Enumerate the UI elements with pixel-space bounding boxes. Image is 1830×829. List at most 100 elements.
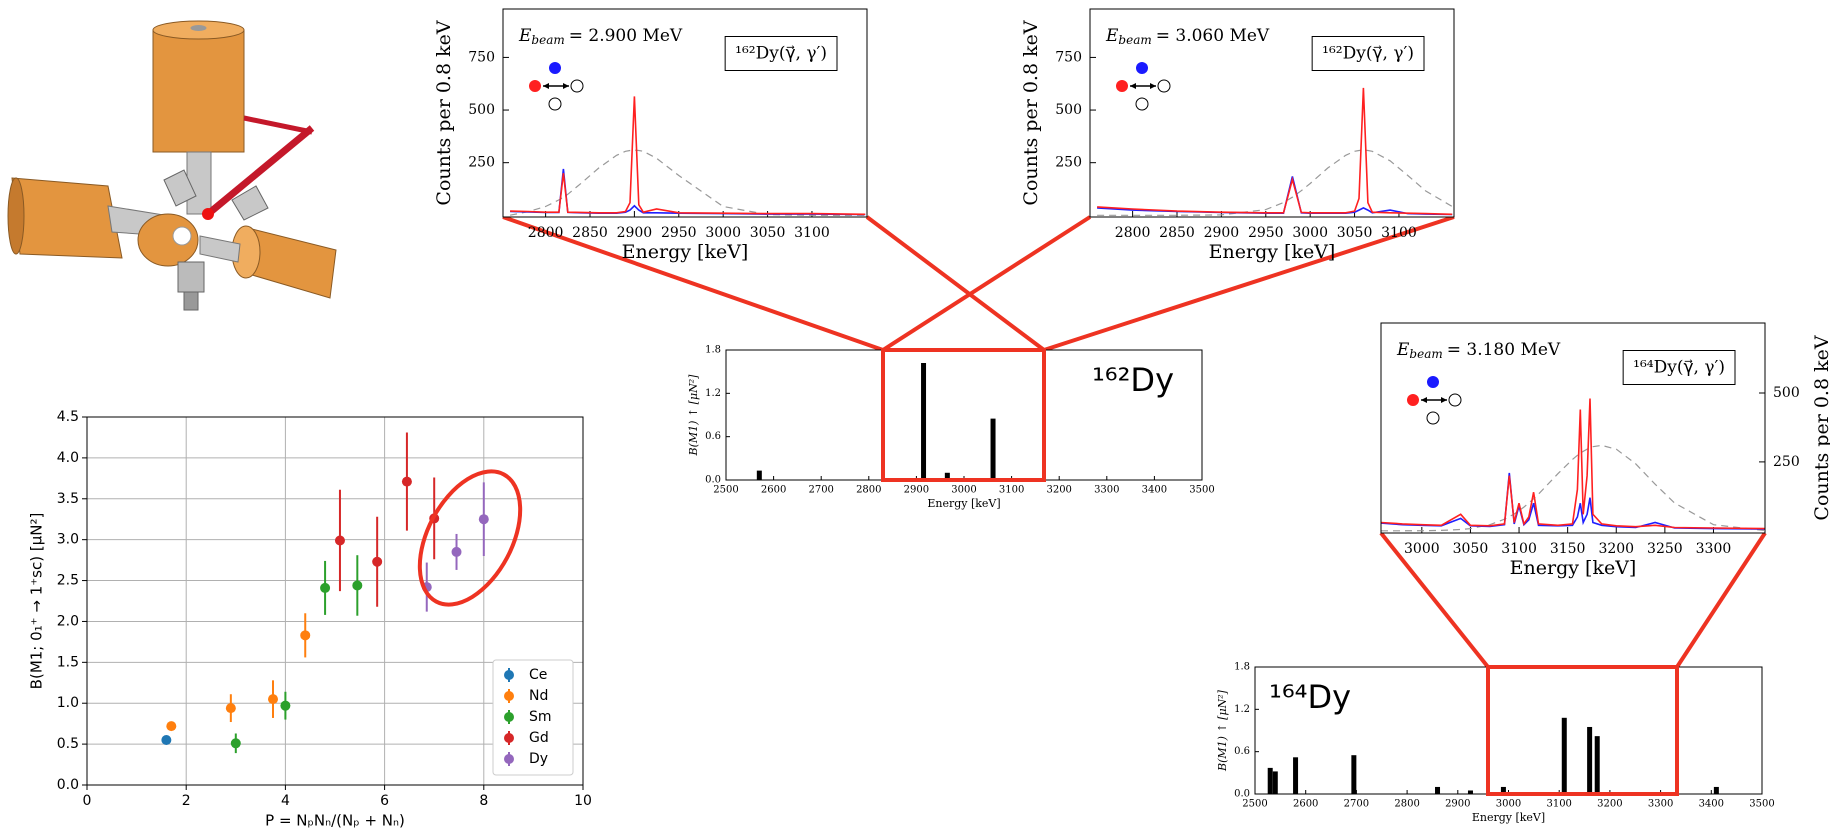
x-axis-label: Energy [keV] bbox=[622, 241, 749, 263]
spectrum-line bbox=[1097, 87, 1453, 216]
data-point bbox=[300, 630, 311, 641]
beam-symbol: E bbox=[1396, 340, 1410, 360]
y-axis-label: B(M1) ↑ [μN²] bbox=[687, 374, 700, 457]
detector-right-stem bbox=[199, 235, 241, 263]
polarization-icon bbox=[548, 97, 562, 111]
beam-cross bbox=[243, 115, 313, 135]
bar bbox=[1594, 736, 1600, 794]
zoom-overlay bbox=[502, 215, 1767, 669]
x-tick-label: 2500 bbox=[713, 485, 738, 496]
x-tick-label: 2700 bbox=[808, 485, 833, 496]
x-axis-label: Energy [keV] bbox=[1209, 241, 1336, 263]
polarization-icon bbox=[570, 79, 584, 93]
legend-label: Nd bbox=[529, 688, 548, 704]
x-tick-label: 3250 bbox=[1647, 541, 1683, 557]
x-tick-label: 2700 bbox=[1344, 799, 1369, 810]
bar bbox=[1267, 767, 1273, 794]
charts: 0 2 4 6 8 10 0.0 0.5 1.0 1.5 2.0 2.5 3.0 3.5 4.0 4.5 Ce N… bbox=[28, 8, 1830, 829]
y-axis-label: B(M1) ↑ [μN²] bbox=[1216, 689, 1229, 772]
y-tick-label: 2.5 bbox=[57, 573, 79, 589]
detector-bottom-stem bbox=[183, 291, 199, 311]
detector-top-knob bbox=[190, 25, 207, 31]
axes-frame bbox=[1089, 8, 1455, 218]
legend-marker bbox=[504, 733, 514, 743]
polarization-icon bbox=[1407, 394, 1419, 406]
x-tick-label: 4 bbox=[281, 793, 290, 809]
reaction-box bbox=[1311, 36, 1425, 71]
x-tick-label: 3400 bbox=[1142, 485, 1167, 496]
axes-frame bbox=[86, 416, 584, 786]
bar bbox=[1713, 786, 1719, 794]
zoom-line bbox=[1379, 531, 1490, 669]
zoom-line bbox=[502, 215, 884, 352]
axes-frame bbox=[1380, 322, 1766, 534]
beam-symbol: E bbox=[1105, 26, 1119, 46]
x-tick-label: 2800 bbox=[1394, 799, 1419, 810]
x-tick-label: 3000 bbox=[951, 485, 976, 496]
bar bbox=[1467, 790, 1473, 794]
x-tick-label: 3100 bbox=[1381, 225, 1417, 241]
polarization-icon bbox=[549, 62, 561, 74]
data-point bbox=[352, 580, 363, 591]
data-point bbox=[225, 703, 236, 714]
y-tick-label: 750 bbox=[468, 49, 495, 65]
y-tick-label: 1.5 bbox=[57, 654, 79, 670]
legend-marker bbox=[504, 670, 514, 680]
data-point bbox=[334, 535, 345, 546]
legend-marker bbox=[504, 691, 514, 701]
x-tick-label: 3050 bbox=[750, 225, 786, 241]
beam-value: = 2.900 MeV bbox=[569, 26, 683, 46]
y-tick-label: 0.0 bbox=[705, 475, 721, 486]
x-tick-label: 3100 bbox=[1546, 799, 1571, 810]
x-tick-label: 3000 bbox=[705, 225, 741, 241]
y-tick-label: 500 bbox=[1773, 385, 1800, 401]
spectrum-chart: 2800 2850 2900 2950 3000 3050 3100 250 500 750 Ebe… bbox=[1020, 8, 1455, 263]
x-tick-label: 2800 bbox=[528, 225, 564, 241]
bar bbox=[756, 470, 762, 480]
y-tick-label: 500 bbox=[468, 102, 495, 118]
x-tick-label: 2950 bbox=[661, 225, 697, 241]
fit-curve bbox=[1381, 444, 1765, 532]
x-tick-label: 2900 bbox=[904, 485, 929, 496]
data-point bbox=[166, 721, 177, 732]
legend-box bbox=[492, 659, 574, 776]
y-tick-label: 2.0 bbox=[57, 613, 79, 629]
detector-top bbox=[152, 29, 245, 153]
polarization-icon bbox=[1157, 79, 1171, 93]
plot-area bbox=[1090, 9, 1454, 217]
reaction-label: ¹⁶⁴Dy(γ⃗, γ′) bbox=[1633, 358, 1725, 378]
y-tick-label: 1.2 bbox=[705, 388, 721, 399]
x-tick-label: 2500 bbox=[1242, 799, 1267, 810]
y-tick-label: 0.6 bbox=[1234, 746, 1250, 757]
data-point bbox=[268, 694, 278, 705]
beam-energy: Ebeam = 3.180 MeV bbox=[1396, 340, 1561, 361]
clover-1 bbox=[163, 169, 197, 207]
legend-marker bbox=[504, 754, 514, 764]
data-point bbox=[161, 735, 172, 746]
y-tick-label: 3.5 bbox=[57, 491, 79, 507]
y-tick-label: 750 bbox=[1055, 49, 1082, 65]
y-axis-label: Counts per 0.8 keV bbox=[1020, 20, 1042, 205]
y-tick-label: 0.0 bbox=[1234, 789, 1250, 800]
zoom-box bbox=[881, 348, 1046, 482]
plot-area bbox=[1381, 323, 1765, 533]
zoom-line bbox=[1043, 215, 1455, 352]
bar bbox=[1293, 757, 1299, 794]
y-tick-label: 500 bbox=[1055, 102, 1082, 118]
x-tick-label: 3300 bbox=[1696, 541, 1732, 557]
axes-frame bbox=[502, 8, 868, 218]
beam-energy: Ebeam = 3.060 MeV bbox=[1105, 26, 1270, 47]
x-tick-label: 8 bbox=[479, 793, 488, 809]
x-tick-label: 2600 bbox=[761, 485, 786, 496]
data-point bbox=[451, 546, 462, 557]
y-tick-label: 0.5 bbox=[57, 736, 79, 752]
spectrum-line bbox=[1381, 398, 1765, 530]
legend-label: Dy bbox=[529, 751, 548, 767]
legend-marker bbox=[504, 712, 514, 722]
beam-subscript: beam bbox=[1409, 347, 1442, 361]
reaction-label: ¹⁶²Dy(γ⃗, γ′) bbox=[1322, 44, 1414, 64]
zoom-boxes bbox=[417, 348, 1679, 796]
x-tick-label: 3050 bbox=[1453, 541, 1489, 557]
